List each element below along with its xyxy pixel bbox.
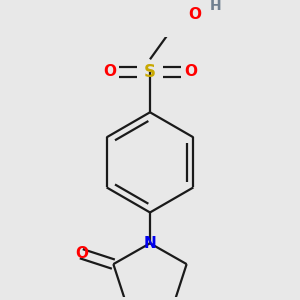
Text: O: O <box>75 246 88 261</box>
Text: S: S <box>144 63 156 81</box>
Text: N: N <box>144 236 156 251</box>
Text: O: O <box>188 7 201 22</box>
Text: O: O <box>103 64 116 79</box>
Text: O: O <box>184 64 197 79</box>
Text: H: H <box>210 0 221 13</box>
